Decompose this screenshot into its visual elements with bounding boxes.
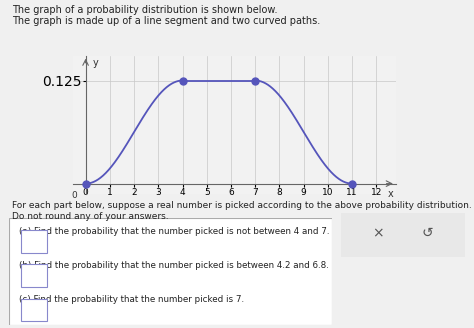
FancyBboxPatch shape <box>335 211 471 260</box>
FancyBboxPatch shape <box>21 230 46 253</box>
Text: x: x <box>388 189 394 198</box>
Point <box>179 78 186 83</box>
Text: (c) Find the probability that the number picked is 7.: (c) Find the probability that the number… <box>19 295 244 304</box>
Point <box>251 78 259 83</box>
FancyBboxPatch shape <box>9 218 332 325</box>
FancyBboxPatch shape <box>21 264 46 287</box>
Text: ×: × <box>373 226 384 240</box>
Text: ↺: ↺ <box>422 226 433 240</box>
Point <box>348 181 356 186</box>
Text: 0: 0 <box>72 191 78 200</box>
Text: The graph is made up of a line segment and two curved paths.: The graph is made up of a line segment a… <box>12 16 320 26</box>
Text: (a) Find the probability that the number picked is not between 4 and 7.: (a) Find the probability that the number… <box>19 227 329 236</box>
Text: y: y <box>93 58 99 68</box>
FancyBboxPatch shape <box>21 298 46 321</box>
Text: For each part below, suppose a real number is picked according to the above prob: For each part below, suppose a real numb… <box>12 201 472 210</box>
Text: Do not round any of your answers.: Do not round any of your answers. <box>12 212 168 221</box>
Text: (b) Find the probability that the number picked is between 4.2 and 6.8.: (b) Find the probability that the number… <box>19 261 329 270</box>
Text: The graph of a probability distribution is shown below.: The graph of a probability distribution … <box>12 5 277 15</box>
Point <box>82 181 90 186</box>
